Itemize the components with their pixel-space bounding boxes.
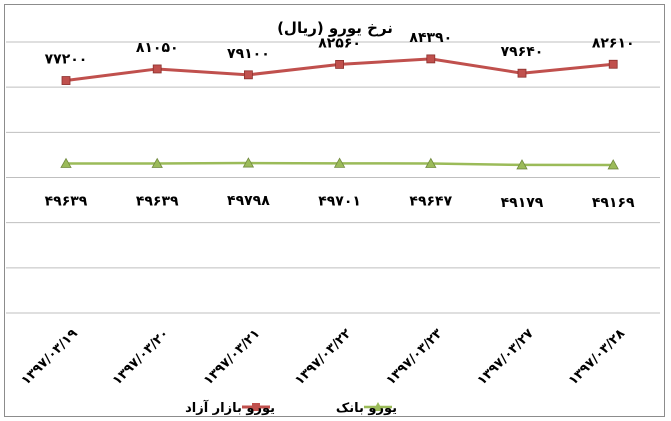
data-label: ۸۲۵۶۰	[318, 35, 361, 51]
data-point	[243, 70, 253, 80]
legend-label-bank: یورو بانک	[336, 401, 397, 416]
data-label: ۴۹۱۷۹	[501, 195, 544, 211]
data-point	[425, 157, 437, 168]
x-tick-label: ۱۳۹۷/۰۳/۲۸	[566, 326, 628, 388]
data-label: ۷۹۶۴۰	[501, 44, 544, 60]
data-label: ۴۹۶۳۹	[136, 194, 179, 210]
data-label: ۴۹۶۳۹	[45, 194, 88, 210]
data-label: ۴۹۶۴۷	[409, 194, 452, 210]
x-tick-label: ۱۳۹۷/۰۳/۲۷	[475, 326, 537, 388]
data-label: ۸۱۰۵۰	[136, 40, 179, 56]
legend-marker	[252, 403, 260, 411]
data-point	[335, 60, 345, 69]
chart-frame	[4, 4, 665, 417]
data-label: ۸۲۶۱۰	[592, 35, 635, 51]
legend-label-free-market: یورو بازار آزاد	[185, 399, 275, 416]
data-point	[426, 54, 436, 64]
data-label: ۷۷۲۰۰	[45, 52, 88, 68]
data-point	[333, 157, 346, 168]
data-point	[517, 68, 527, 78]
data-point	[608, 59, 618, 69]
data-point	[60, 157, 72, 168]
data-label: ۴۹۱۶۹	[592, 195, 635, 211]
data-point	[151, 157, 163, 168]
x-tick-label: ۱۳۹۷/۰۳/۲۱	[201, 326, 263, 388]
data-label: ۷۹۱۰۰	[227, 46, 270, 62]
data-label: ۴۹۷۰۱	[318, 193, 361, 209]
data-label: ۸۴۳۹۰	[409, 30, 452, 46]
data-point	[242, 157, 255, 168]
legend: یورو بازار آزاد یورو بانک	[185, 399, 397, 416]
x-tick-label: ۱۳۹۷/۰۳/۱۹	[19, 326, 81, 388]
series-free-market	[61, 54, 618, 85]
series-layer	[60, 54, 619, 170]
data-point	[516, 159, 528, 170]
data-point	[61, 76, 71, 85]
data-point	[607, 159, 619, 170]
data-label: ۴۹۷۹۸	[227, 193, 270, 209]
chart-title: نرخ یورو (ریال)	[277, 19, 393, 37]
x-tick-label: ۱۳۹۷/۰۳/۲۳	[383, 326, 445, 388]
series-bank	[60, 157, 619, 170]
gridlines	[6, 41, 660, 314]
data-point	[152, 64, 162, 74]
legend-marker	[373, 402, 383, 411]
x-tick-label: ۱۳۹۷/۰۳/۲۲	[292, 326, 354, 388]
x-tick-label: ۱۳۹۷/۰۳/۲۰	[110, 326, 172, 388]
x-axis-ticks: ۱۳۹۷/۰۳/۱۹ ۱۳۹۷/۰۳/۲۰ ۱۳۹۷/۰۳/۲۱ ۱۳۹۷/۰۳/۲۲…	[19, 326, 628, 388]
data-labels: ۷۷۲۰۰ ۸۱۰۵۰ ۷۹۱۰۰ ۸۲۵۶۰ ۸۴۳۹۰ ۷۹۶۴۰ ۸۲۶۱۰ ۴۹۶۳۹…	[45, 30, 635, 211]
